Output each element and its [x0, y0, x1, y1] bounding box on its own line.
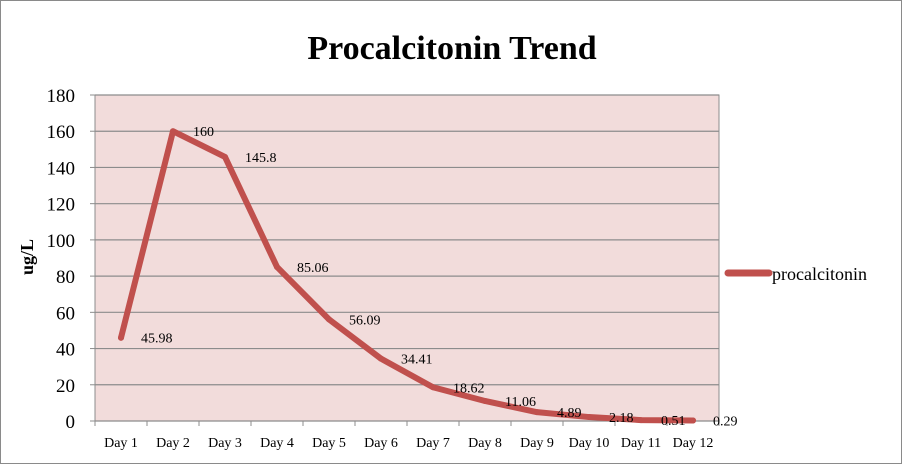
x-tick-label: Day 6 — [364, 436, 398, 451]
data-label: 45.98 — [141, 332, 173, 347]
x-tick-label: Day 5 — [312, 436, 346, 451]
data-label: 85.06 — [297, 261, 329, 276]
y-tick-label: 140 — [47, 158, 76, 179]
data-point — [586, 414, 592, 421]
data-label: 0.51 — [661, 414, 686, 429]
x-tick-label: Day 3 — [208, 436, 242, 451]
data-label: 4.89 — [557, 406, 582, 421]
data-label: 0.29 — [713, 414, 738, 429]
data-label: 2.18 — [609, 411, 634, 426]
x-tick-label: Day 9 — [520, 436, 554, 451]
data-point — [170, 128, 176, 135]
y-tick-label: 120 — [47, 195, 76, 216]
legend: procalcitonin — [724, 264, 867, 284]
y-tick-label: 160 — [47, 122, 76, 143]
data-point — [378, 355, 384, 362]
chart-title: Procalcitonin Trend — [307, 30, 596, 67]
x-tick-label: Day 10 — [569, 436, 610, 451]
y-tick-label: 40 — [56, 340, 75, 361]
y-tick-label: 80 — [56, 267, 75, 288]
x-tick-label: Day 12 — [673, 436, 714, 451]
x-tick-label: Day 7 — [416, 436, 450, 451]
legend-label: procalcitonin — [772, 264, 867, 284]
data-point — [482, 397, 488, 404]
x-tick-label: Day 8 — [468, 436, 502, 451]
y-tick-label: 60 — [56, 303, 75, 324]
data-label: 34.41 — [401, 353, 433, 368]
y-tick-label: 0 — [66, 412, 76, 433]
x-tick-label: Day 1 — [104, 436, 138, 451]
x-tick-label: Day 2 — [156, 436, 190, 451]
plot-background — [94, 94, 720, 422]
y-tick-label: 20 — [56, 376, 75, 397]
x-tick-label: Day 11 — [621, 436, 661, 451]
data-label: 11.06 — [505, 395, 536, 410]
data-label: 160 — [193, 125, 214, 140]
data-label: 145.8 — [245, 151, 277, 166]
data-point — [690, 417, 696, 424]
y-axis-label: ug/L — [17, 239, 37, 275]
plot-area: 0 20 40 60 80 100 120 140 160 180 Day 1 Day 2 Day 3 D… — [47, 86, 738, 451]
data-label: 18.62 — [453, 381, 485, 396]
data-point — [534, 409, 540, 416]
data-point — [222, 153, 228, 160]
data-point — [430, 384, 436, 391]
data-point — [118, 334, 124, 341]
data-label: 56.09 — [349, 313, 381, 328]
data-point — [274, 263, 280, 270]
y-tick-label: 180 — [47, 86, 76, 107]
data-point — [638, 417, 644, 424]
data-point — [326, 316, 332, 323]
y-tick-label: 100 — [47, 231, 76, 252]
x-tick-label: Day 4 — [260, 436, 294, 451]
series-line — [118, 128, 696, 424]
